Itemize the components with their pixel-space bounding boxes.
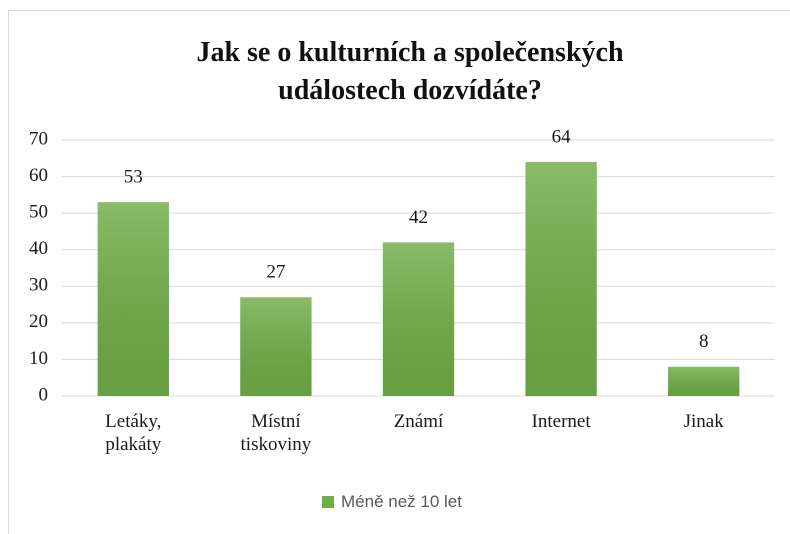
- x-tick-label: Letáky, plakáty: [105, 411, 162, 455]
- x-tick-label: Jinak: [683, 411, 724, 432]
- data-label: 53: [124, 167, 143, 188]
- x-tick-label: Internet: [531, 411, 591, 432]
- bar-shade: [525, 161, 597, 396]
- x-tick-label: Místní tiskoviny: [240, 411, 312, 455]
- y-tick-label: 70: [29, 128, 48, 149]
- legend-swatch: [322, 496, 334, 508]
- bar-shade: [97, 202, 169, 396]
- bar-shade: [668, 366, 740, 396]
- y-tick-label: 40: [29, 238, 48, 259]
- y-tick-label: 50: [29, 202, 48, 223]
- data-label: 8: [699, 331, 709, 352]
- chart-title: Jak se o kulturních a společenských udál…: [196, 37, 624, 106]
- data-label: 42: [409, 207, 428, 228]
- legend-label: Méně než 10 let: [341, 492, 462, 511]
- data-label: 64: [552, 126, 572, 147]
- y-tick-label: 10: [29, 348, 48, 369]
- y-tick-label: 30: [29, 275, 48, 296]
- x-tick-label: Známí: [393, 411, 444, 432]
- y-tick-label: 0: [39, 384, 49, 405]
- data-label: 27: [266, 262, 285, 283]
- y-tick-label: 60: [29, 165, 48, 186]
- bar-shade: [240, 297, 312, 396]
- y-tick-label: 20: [29, 311, 48, 332]
- chart-border: [8, 10, 790, 534]
- bar-shade: [382, 242, 455, 396]
